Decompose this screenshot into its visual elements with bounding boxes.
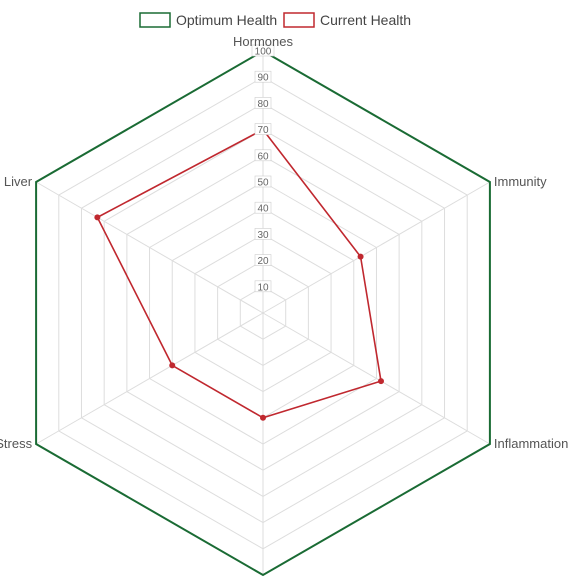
tick-backdrop-20: [254, 254, 272, 266]
tick-backdrop-100: [251, 44, 275, 57]
radar-spokes: [35, 51, 491, 575]
legend: Optimum Health Current Health: [139, 12, 411, 28]
series-line-optimum-health: [35, 49, 491, 577]
axis-label-stress: Stress: [0, 436, 33, 451]
legend-item-current-health[interactable]: Current Health: [283, 12, 411, 28]
spoke-stress: [35, 312, 264, 445]
data-point-current-health-inflammation[interactable]: [377, 378, 384, 385]
data-point-current-health-immunity[interactable]: [357, 253, 364, 260]
axis-label-liver: Liver: [4, 174, 33, 189]
tick-label-20: 20: [257, 256, 269, 267]
tick-label-30: 30: [257, 230, 269, 241]
data-point-current-health-liver[interactable]: [94, 214, 101, 221]
data-point-current-health-gut[interactable]: [260, 414, 266, 421]
tick-backdrop-60: [254, 149, 272, 162]
axis-label-immunity: Immunity: [494, 174, 547, 189]
data-point-current-health-stress[interactable]: [169, 362, 176, 369]
tick-backdrop-70: [254, 123, 272, 135]
tick-backdrop-10: [254, 280, 272, 293]
tick-backdrop-90: [254, 70, 272, 83]
tick-label-60: 60: [257, 151, 269, 162]
spoke-immunity: [262, 181, 491, 314]
tick-backdrop-50: [254, 175, 272, 188]
tick-label-100: 100: [255, 47, 272, 58]
tick-label-90: 90: [257, 73, 269, 84]
legend-label-optimum-health: Optimum Health: [176, 12, 277, 28]
tick-label-40: 40: [257, 204, 269, 215]
spoke-inflammation: [262, 312, 491, 445]
legend-label-current-health: Current Health: [320, 12, 411, 28]
tick-backdrop-80: [254, 97, 272, 109]
legend-swatch-current-health: [283, 12, 315, 28]
tick-label-70: 70: [257, 125, 269, 136]
tick-backdrop-30: [254, 228, 272, 240]
spoke-liver: [35, 181, 264, 314]
tick-backdrop-40: [254, 201, 272, 214]
radar-series: [35, 49, 491, 577]
radar-ticks: 10 20 30 40 50 60 70 80 90 100: [251, 44, 275, 293]
radar-axis-labels: HormonesImmunityInflammationGutStressLiv…: [0, 34, 568, 581]
legend-item-optimum-health[interactable]: Optimum Health: [139, 12, 277, 28]
tick-label-80: 80: [257, 99, 269, 110]
legend-swatch-optimum-health: [139, 12, 171, 28]
tick-label-10: 10: [257, 282, 269, 293]
tick-label-50: 50: [257, 178, 269, 189]
axis-label-inflammation: Inflammation: [494, 436, 568, 451]
axis-label-hormones: Hormones: [233, 34, 293, 49]
